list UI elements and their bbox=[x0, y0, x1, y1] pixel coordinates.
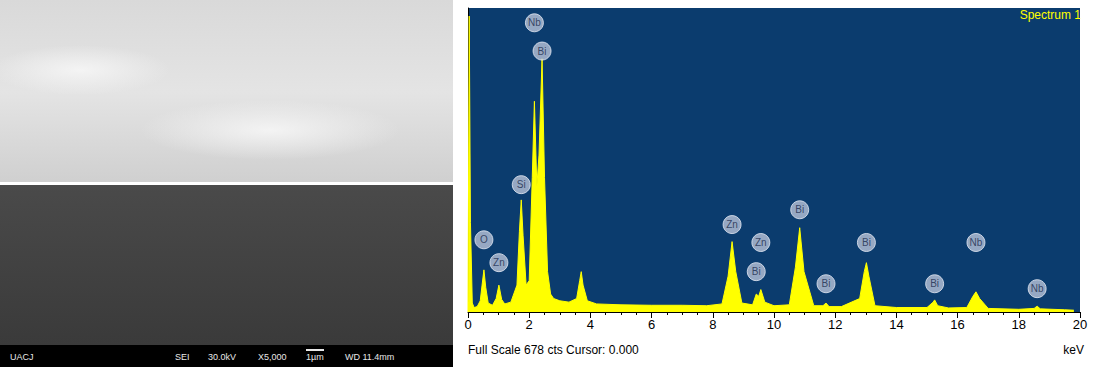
svg-text:14: 14 bbox=[889, 317, 903, 332]
svg-text:X5,000: X5,000 bbox=[258, 352, 287, 362]
svg-text:Zn: Zn bbox=[726, 219, 738, 230]
svg-text:Bi: Bi bbox=[822, 278, 831, 289]
svg-text:Zn: Zn bbox=[493, 257, 505, 268]
svg-text:Bi: Bi bbox=[862, 237, 871, 248]
svg-text:4: 4 bbox=[587, 317, 594, 332]
svg-text:Bi: Bi bbox=[930, 278, 939, 289]
svg-text:Zn: Zn bbox=[755, 237, 767, 248]
svg-text:UACJ: UACJ bbox=[10, 352, 34, 362]
svg-text:SEI: SEI bbox=[175, 352, 190, 362]
svg-text:Bi: Bi bbox=[795, 204, 804, 215]
svg-text:Nb: Nb bbox=[528, 17, 541, 28]
svg-text:Si: Si bbox=[517, 179, 526, 190]
svg-text:WD 11.4mm: WD 11.4mm bbox=[345, 352, 394, 362]
svg-text:0: 0 bbox=[464, 317, 471, 332]
svg-text:Nb: Nb bbox=[1031, 283, 1044, 294]
svg-text:10: 10 bbox=[767, 317, 781, 332]
svg-text:2: 2 bbox=[526, 317, 533, 332]
svg-text:Full Scale 678 cts Cursor: 0.0: Full Scale 678 cts Cursor: 0.000 bbox=[468, 343, 639, 357]
svg-text:O: O bbox=[480, 234, 488, 245]
svg-text:12: 12 bbox=[828, 317, 842, 332]
svg-text:20: 20 bbox=[1073, 317, 1087, 332]
svg-text:8: 8 bbox=[709, 317, 716, 332]
svg-text:30.0kV: 30.0kV bbox=[208, 352, 236, 362]
svg-text:16: 16 bbox=[950, 317, 964, 332]
svg-text:keV: keV bbox=[1063, 343, 1084, 357]
svg-text:6: 6 bbox=[648, 317, 655, 332]
svg-text:18: 18 bbox=[1012, 317, 1026, 332]
svg-text:Bi: Bi bbox=[752, 266, 761, 277]
svg-text:Bi: Bi bbox=[538, 46, 547, 57]
svg-text:Nb: Nb bbox=[970, 237, 983, 248]
svg-text:Spectrum 1: Spectrum 1 bbox=[1020, 8, 1082, 22]
svg-text:1µm: 1µm bbox=[306, 352, 324, 362]
